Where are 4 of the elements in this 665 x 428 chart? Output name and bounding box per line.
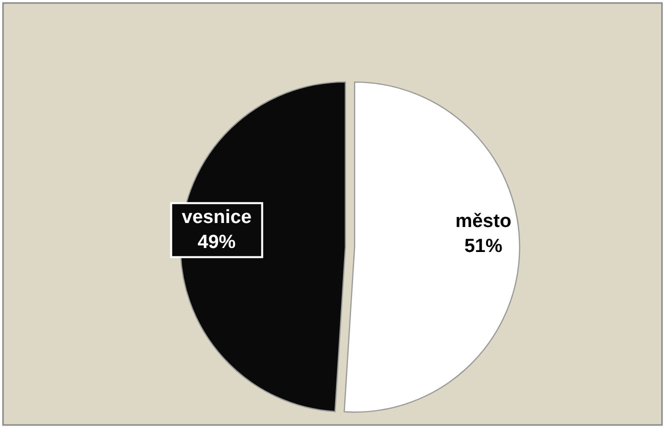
slice-label: město xyxy=(455,210,512,232)
slice-label: vesnice xyxy=(182,207,252,228)
data-label: 49% xyxy=(198,232,236,254)
data-label: 51% xyxy=(464,236,502,257)
